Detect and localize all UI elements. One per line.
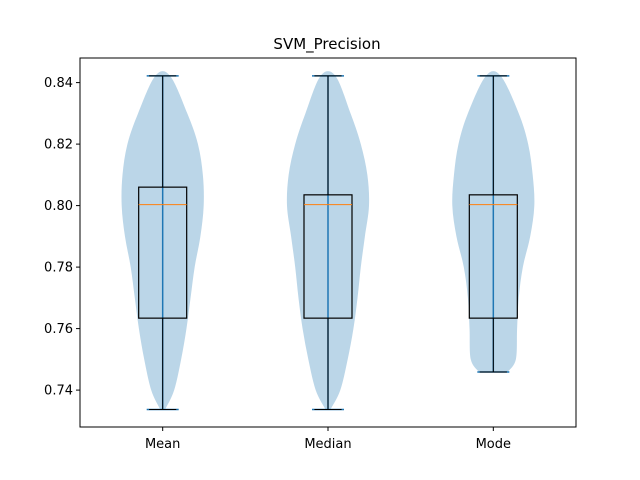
y-tick-label: 0.78: [44, 261, 73, 276]
chart-title: SVM_Precision: [273, 35, 380, 54]
x-tick-label: Mean: [145, 437, 180, 452]
box-iqr: [468, 194, 518, 319]
plot-area: [121, 71, 535, 411]
y-tick-label: 0.74: [44, 384, 73, 399]
x-tick-label: Mode: [476, 437, 511, 452]
y-axis: 0.74 0.76 0.78 0.80 0.82 0.84: [44, 76, 80, 399]
x-tick-label: Median: [304, 437, 351, 452]
y-tick-label: 0.76: [44, 322, 73, 337]
x-axis: Mean Median Mode: [145, 427, 511, 452]
y-tick-label: 0.82: [44, 138, 73, 153]
y-tick-label: 0.80: [44, 199, 73, 214]
violin-group-mode: [452, 71, 535, 373]
violin-group-mean: [121, 71, 204, 411]
box-iqr: [138, 186, 188, 319]
y-tick-label: 0.84: [44, 76, 73, 91]
violin-group-median: [286, 71, 370, 411]
box-iqr: [303, 194, 353, 319]
